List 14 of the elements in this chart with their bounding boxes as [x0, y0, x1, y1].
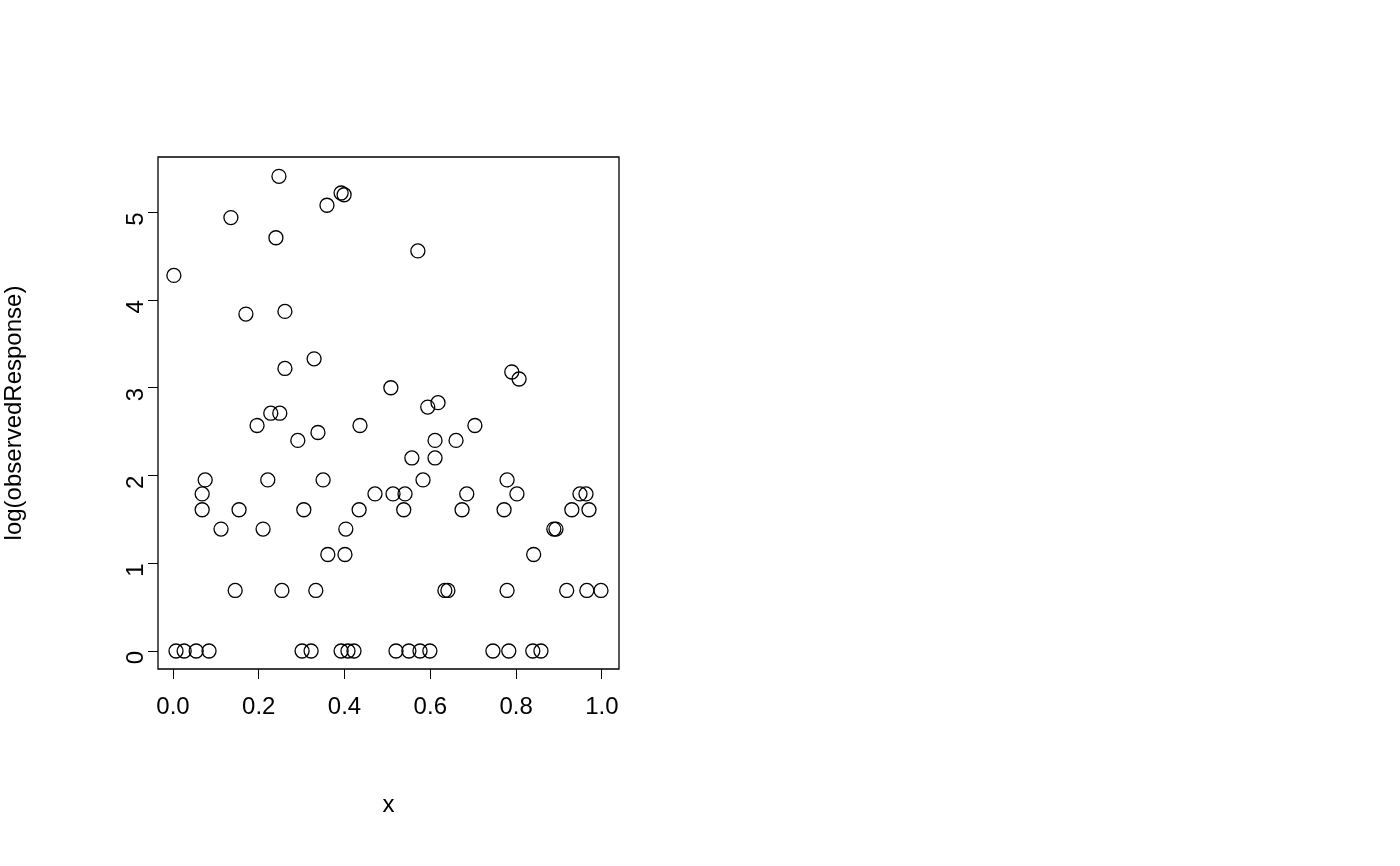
y-tick-label: 2 [120, 475, 148, 489]
x-tick-label: 1.0 [585, 692, 619, 720]
x-tick-label: 0.0 [156, 692, 190, 720]
y-tick-label: 4 [120, 300, 148, 314]
y-tick-label: 1 [120, 563, 148, 577]
x-tick-label: 0.2 [242, 692, 276, 720]
x-axis-title: x [382, 790, 395, 818]
x-tick-label: 0.4 [327, 692, 362, 720]
y-axis-title: log(observedResponse) [0, 285, 27, 541]
x-tick-label: 0.6 [413, 692, 447, 720]
x-tick-label: 0.8 [499, 692, 533, 720]
y-tick-label: 0 [120, 651, 148, 665]
y-tick-label: 5 [120, 212, 148, 226]
y-tick-label: 3 [120, 387, 148, 402]
